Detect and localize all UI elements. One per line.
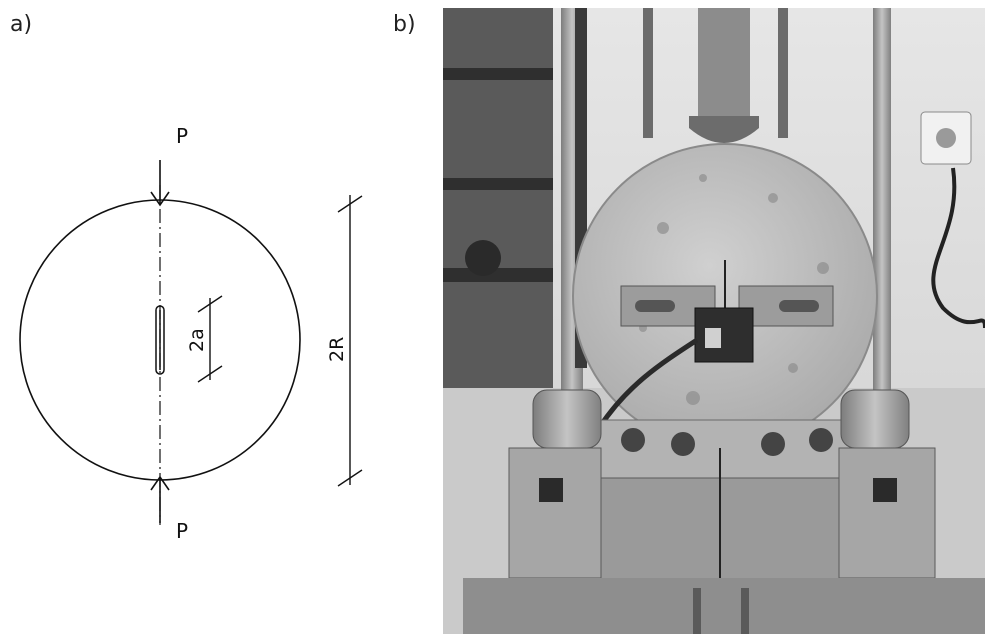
bottom-load-arrow [150, 475, 170, 523]
specimen-schematic: P P 2a 2R [19, 124, 363, 543]
background-shelving [443, 8, 553, 388]
load-label-top: P [176, 124, 188, 148]
panel-label-b: b) [393, 12, 416, 37]
machine-bench [463, 578, 985, 634]
crack-dimension-label: 2a [186, 328, 208, 352]
central-crack [155, 305, 165, 375]
support-block-right [838, 447, 936, 579]
crack-dimension [197, 295, 223, 383]
diameter-dimension [337, 195, 363, 487]
top-load-arrow [150, 160, 170, 207]
machine-column-right [873, 8, 891, 398]
clip-gauge-sensor [694, 307, 754, 363]
panel-label-a: a) [10, 12, 33, 37]
test-setup-photo [443, 8, 985, 634]
support-block-left [508, 447, 602, 579]
roller-left [532, 389, 602, 449]
roller-right [840, 389, 910, 449]
upper-loading-platen [689, 116, 759, 143]
load-label-bottom: P [176, 519, 188, 543]
diameter-dimension-label: 2R [326, 337, 348, 362]
upper-loading-rod [698, 8, 750, 118]
